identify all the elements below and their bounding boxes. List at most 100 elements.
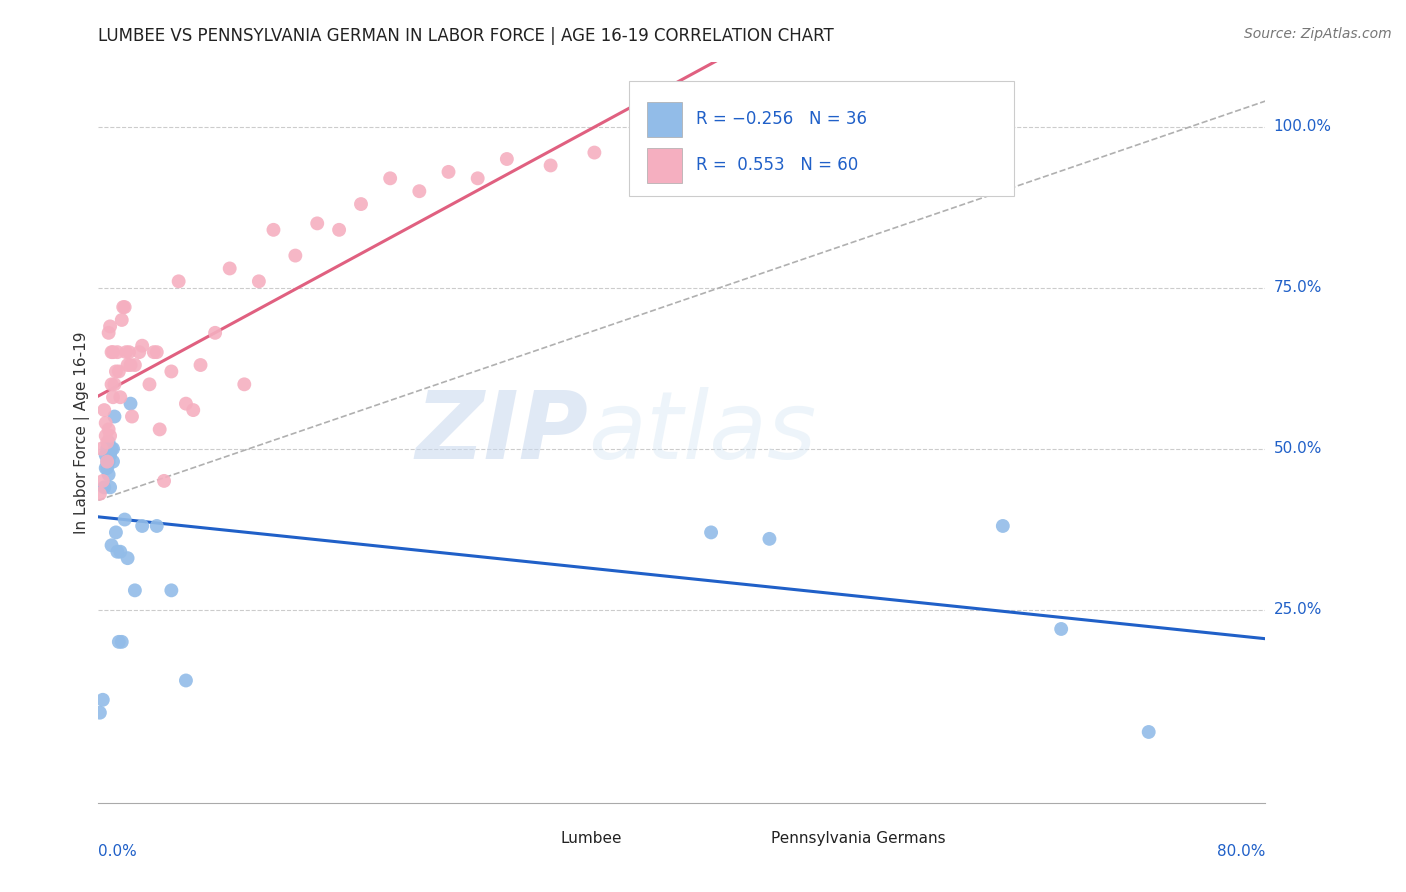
- Point: [111, 313, 134, 327]
- Point: [101, 442, 124, 456]
- Point: [100, 377, 122, 392]
- Text: 0.0%: 0.0%: [98, 844, 138, 858]
- Point: [131, 339, 153, 353]
- Point: [350, 197, 373, 211]
- Point: [93, 480, 115, 494]
- Point: [103, 409, 125, 424]
- Text: 80.0%: 80.0%: [1218, 844, 1265, 858]
- FancyBboxPatch shape: [630, 81, 1015, 195]
- Point: [1050, 622, 1073, 636]
- Point: [758, 532, 780, 546]
- Point: [97, 326, 120, 340]
- Point: [96, 442, 118, 456]
- Point: [149, 422, 172, 436]
- Point: [105, 545, 128, 559]
- Point: [700, 525, 723, 540]
- Y-axis label: In Labor Force | Age 16-19: In Labor Force | Age 16-19: [75, 331, 90, 534]
- Point: [111, 635, 134, 649]
- Point: [117, 551, 139, 566]
- Text: R = −0.256   N = 36: R = −0.256 N = 36: [696, 111, 868, 128]
- Point: [90, 442, 112, 456]
- Point: [190, 358, 212, 372]
- Point: [124, 358, 146, 372]
- Point: [97, 454, 120, 468]
- Point: [112, 300, 135, 314]
- Point: [94, 416, 117, 430]
- Text: 25.0%: 25.0%: [1274, 602, 1322, 617]
- Point: [97, 435, 120, 450]
- Point: [93, 403, 115, 417]
- Point: [94, 448, 117, 462]
- Point: [94, 461, 117, 475]
- Text: 100.0%: 100.0%: [1274, 120, 1331, 135]
- Point: [89, 487, 111, 501]
- Point: [96, 454, 118, 468]
- Text: ZIP: ZIP: [416, 386, 589, 479]
- Point: [641, 152, 664, 166]
- Point: [160, 364, 183, 378]
- Point: [114, 300, 136, 314]
- Point: [146, 519, 169, 533]
- Point: [262, 223, 284, 237]
- Text: Lumbee: Lumbee: [561, 830, 621, 846]
- FancyBboxPatch shape: [647, 102, 682, 137]
- Point: [142, 345, 165, 359]
- Point: [284, 249, 307, 263]
- Point: [98, 319, 121, 334]
- Point: [128, 345, 150, 359]
- Text: atlas: atlas: [589, 387, 817, 478]
- Point: [94, 429, 117, 443]
- Point: [131, 519, 153, 533]
- Point: [167, 274, 190, 288]
- Point: [104, 364, 127, 378]
- Point: [540, 158, 562, 172]
- Point: [117, 358, 139, 372]
- Text: Source: ZipAtlas.com: Source: ZipAtlas.com: [1244, 27, 1392, 41]
- FancyBboxPatch shape: [530, 827, 555, 849]
- Point: [108, 635, 131, 649]
- Point: [98, 480, 121, 494]
- Point: [98, 448, 121, 462]
- FancyBboxPatch shape: [647, 147, 682, 183]
- Point: [120, 358, 142, 372]
- Text: R =  0.553   N = 60: R = 0.553 N = 60: [696, 156, 858, 174]
- Point: [121, 409, 143, 424]
- Point: [380, 171, 402, 186]
- Point: [233, 377, 256, 392]
- Point: [100, 538, 122, 552]
- Point: [174, 673, 197, 688]
- Point: [437, 165, 460, 179]
- Point: [101, 345, 124, 359]
- Text: Pennsylvania Germans: Pennsylvania Germans: [770, 830, 945, 846]
- Point: [146, 345, 169, 359]
- Point: [96, 435, 118, 450]
- Point: [991, 519, 1014, 533]
- Point: [467, 171, 489, 186]
- Point: [96, 454, 118, 468]
- FancyBboxPatch shape: [741, 827, 766, 849]
- Point: [153, 474, 176, 488]
- Point: [124, 583, 146, 598]
- Point: [583, 145, 606, 160]
- Point: [118, 345, 141, 359]
- Point: [100, 442, 122, 456]
- Point: [96, 461, 118, 475]
- Point: [181, 403, 204, 417]
- Point: [98, 429, 121, 443]
- Point: [115, 345, 138, 359]
- Point: [101, 454, 124, 468]
- Point: [138, 377, 160, 392]
- Point: [120, 397, 142, 411]
- Point: [97, 422, 120, 436]
- Text: 50.0%: 50.0%: [1274, 442, 1322, 456]
- Point: [1137, 725, 1160, 739]
- Point: [307, 216, 329, 230]
- Point: [496, 152, 519, 166]
- Point: [101, 390, 124, 404]
- Point: [105, 345, 128, 359]
- Point: [110, 545, 132, 559]
- Point: [100, 345, 122, 359]
- Point: [89, 706, 111, 720]
- Point: [104, 525, 127, 540]
- Point: [91, 693, 114, 707]
